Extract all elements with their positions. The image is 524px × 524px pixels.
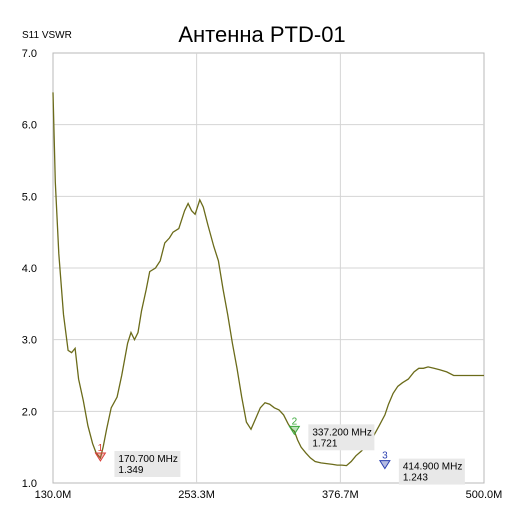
- y-tick-label: 2.0: [22, 406, 37, 418]
- x-tick-label: 500.0M: [466, 489, 503, 501]
- y-tick-label: 5.0: [22, 191, 37, 203]
- x-tick-label: 376.7M: [322, 489, 359, 501]
- marker-frequency: 414.900 MHz: [403, 462, 462, 473]
- marker-number: 1: [98, 443, 104, 454]
- marker-value: 1.349: [118, 465, 143, 476]
- x-tick-labels: 130.0M 253.3M 376.7M 500.0M: [35, 489, 503, 501]
- y-tick-label: 6.0: [22, 120, 37, 132]
- y-tick-label: 7.0: [22, 48, 37, 60]
- marker-frequency: 337.200 MHz: [312, 427, 371, 438]
- y-tick-labels: 1.0 2.0 3.0 4.0 5.0 6.0 7.0: [22, 48, 37, 490]
- marker-value: 1.721: [312, 438, 337, 449]
- y-axis-label: S11 VSWR: [22, 30, 72, 41]
- marker-label-box: [398, 458, 465, 485]
- marker-number: 3: [382, 451, 388, 462]
- marker-triangle: [378, 460, 391, 470]
- grid-lines: [53, 53, 484, 483]
- y-tick-label: 1.0: [22, 478, 37, 490]
- marker-label-box: [308, 424, 375, 451]
- series-layer: [52, 92, 484, 467]
- x-tick-label: 253.3M: [178, 489, 215, 501]
- marker-triangle: [288, 425, 301, 436]
- series-line: [52, 92, 484, 467]
- marker-number: 2: [292, 416, 298, 427]
- marker-triangle: [94, 452, 107, 462]
- marker-frequency: 170.700 MHz: [118, 454, 177, 465]
- marker-label-box: [114, 450, 181, 477]
- chart-title: Антенна PTD-01: [178, 22, 346, 47]
- y-tick-label: 4.0: [22, 263, 37, 275]
- marker-value: 1.243: [403, 473, 428, 484]
- y-tick-label: 3.0: [22, 335, 37, 347]
- x-tick-label: 130.0M: [35, 489, 72, 501]
